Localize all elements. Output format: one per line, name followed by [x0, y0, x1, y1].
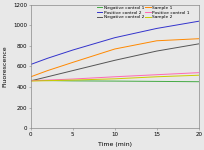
Negative control 1 — [71, 80, 74, 82]
Negative control 1 — [29, 80, 32, 81]
Positive control 1 — [155, 74, 157, 76]
Sample 2 — [29, 80, 32, 82]
Positive control 2 — [71, 49, 74, 51]
X-axis label: Time (min): Time (min) — [97, 142, 131, 147]
Negative control 2 — [196, 43, 199, 45]
Sample 1 — [155, 40, 157, 42]
Negative control 2 — [46, 76, 49, 78]
Negative control 2 — [155, 50, 157, 52]
Negative control 1 — [196, 81, 199, 83]
Sample 1 — [46, 70, 49, 72]
Negative control 1 — [113, 80, 115, 82]
Line: Positive control 1: Positive control 1 — [31, 73, 198, 81]
Positive control 2 — [113, 37, 115, 39]
Sample 1 — [113, 48, 115, 50]
Sample 2 — [46, 80, 49, 82]
Sample 2 — [113, 78, 115, 80]
Positive control 1 — [196, 72, 199, 74]
Sample 1 — [71, 61, 74, 63]
Positive control 1 — [71, 78, 74, 80]
Negative control 1 — [155, 81, 157, 82]
Negative control 2 — [71, 70, 74, 72]
Positive control 2 — [29, 64, 32, 65]
Positive control 1 — [46, 79, 49, 81]
Negative control 1 — [46, 80, 49, 81]
Line: Sample 1: Sample 1 — [31, 39, 198, 77]
Line: Negative control 2: Negative control 2 — [31, 44, 198, 81]
Line: Sample 2: Sample 2 — [31, 75, 198, 81]
Sample 1 — [196, 38, 199, 40]
Positive control 1 — [29, 80, 32, 82]
Line: Negative control 1: Negative control 1 — [31, 80, 198, 82]
Sample 2 — [196, 74, 199, 76]
Positive control 2 — [196, 20, 199, 22]
Y-axis label: Fluorescence: Fluorescence — [3, 46, 8, 87]
Sample 2 — [71, 79, 74, 81]
Positive control 2 — [46, 57, 49, 59]
Sample 2 — [155, 76, 157, 78]
Positive control 2 — [155, 28, 157, 29]
Positive control 1 — [113, 76, 115, 78]
Sample 1 — [29, 76, 32, 78]
Line: Positive control 2: Positive control 2 — [31, 21, 198, 64]
Negative control 2 — [113, 59, 115, 61]
Legend: Negative control 1, Positive control 2, Negative control 2, Sample 1, Positive c: Negative control 1, Positive control 2, … — [96, 6, 188, 20]
Negative control 2 — [29, 80, 32, 82]
